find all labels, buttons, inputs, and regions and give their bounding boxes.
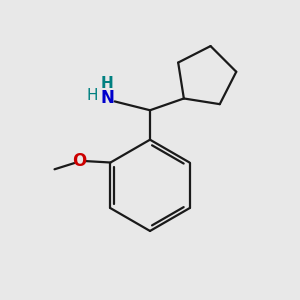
Text: N: N <box>100 89 114 107</box>
Text: H: H <box>101 76 114 91</box>
Text: O: O <box>72 152 87 170</box>
Text: H: H <box>86 88 98 103</box>
